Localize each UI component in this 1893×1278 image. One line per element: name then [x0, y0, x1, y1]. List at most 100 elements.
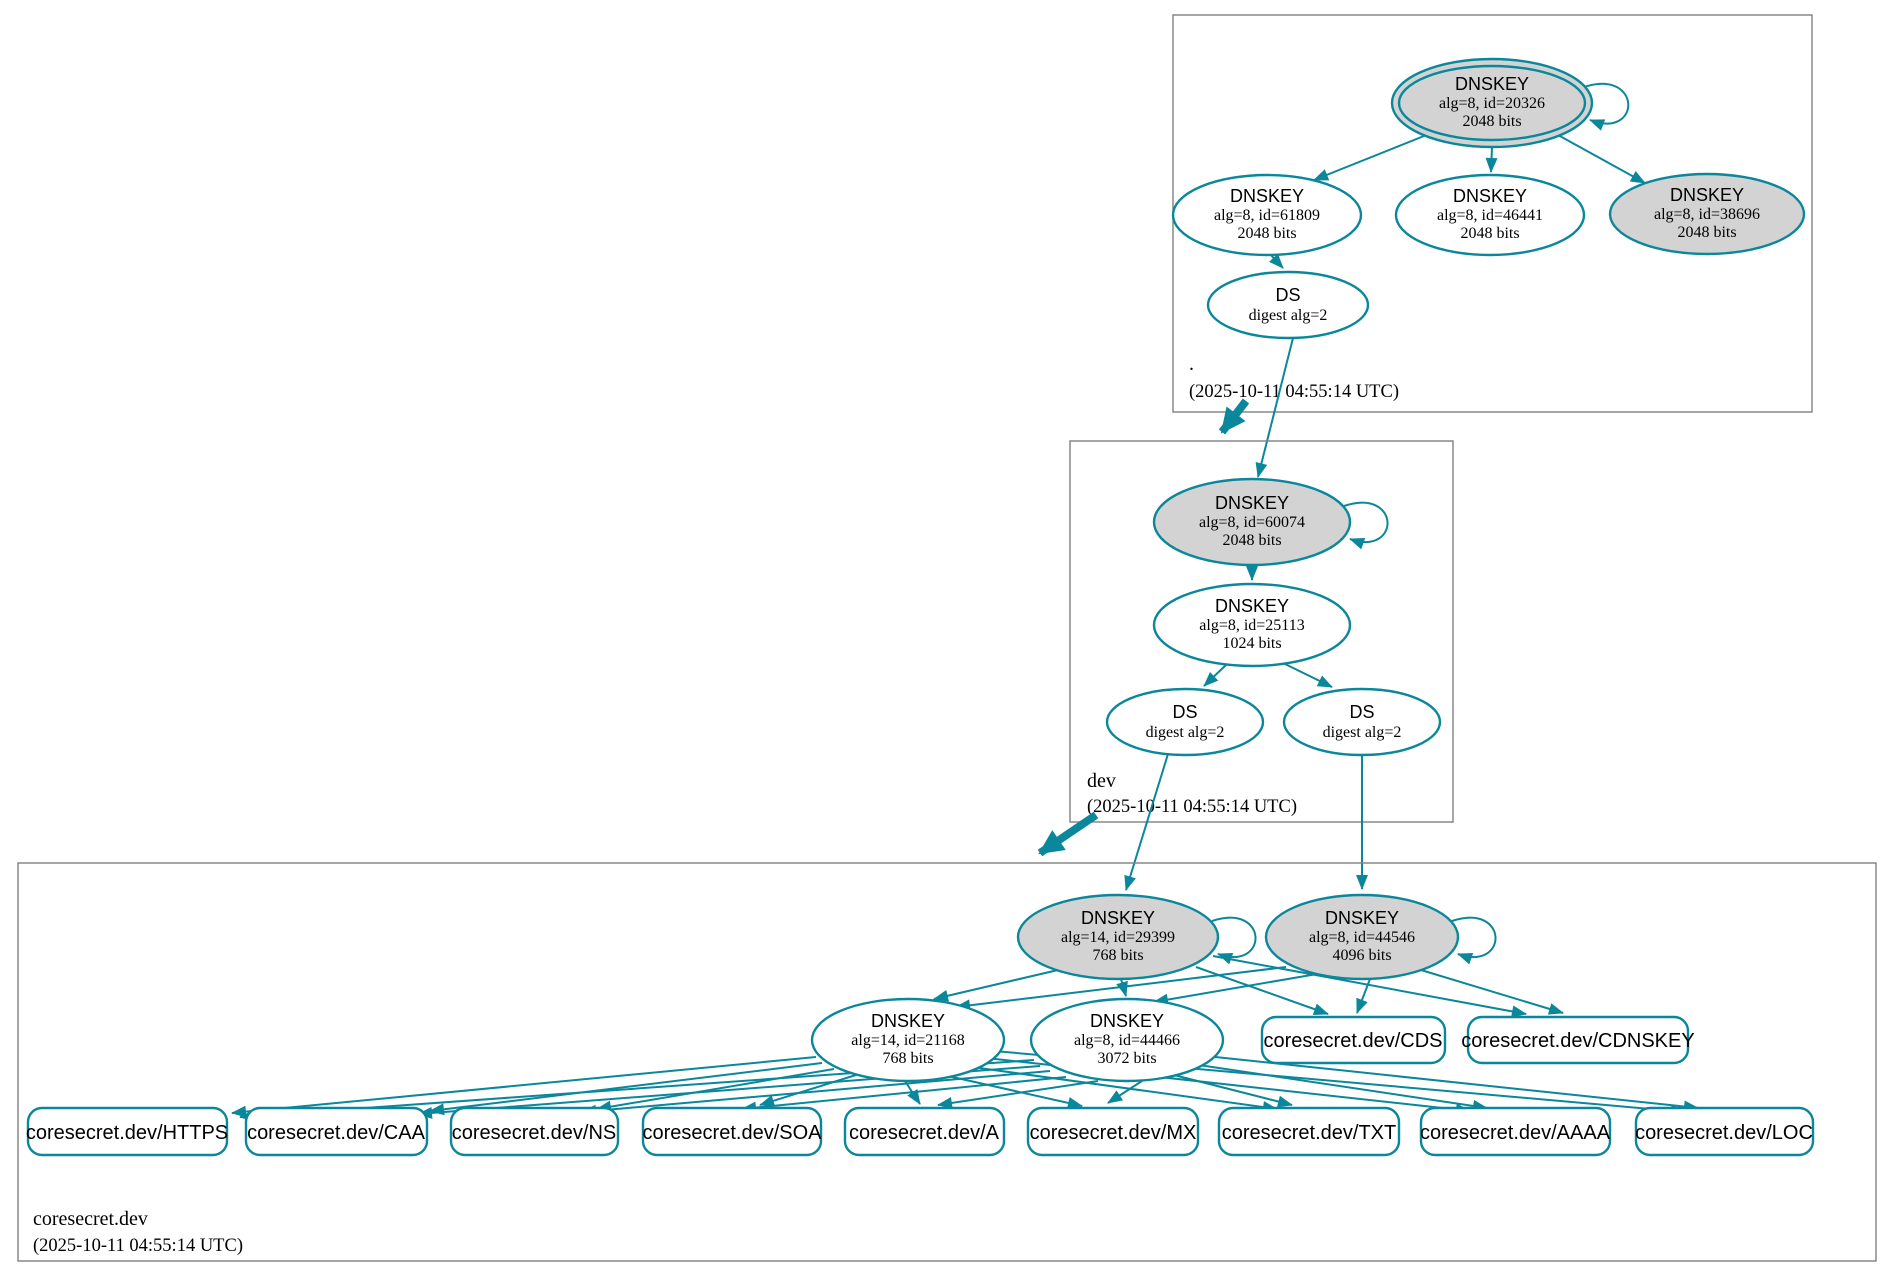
dnskey-46441-size: 2048 bits: [1460, 225, 1519, 242]
rrset-soa-label: coresecret.dev/SOA: [643, 1122, 823, 1144]
dnskey-21168-size: 768 bits: [882, 1050, 933, 1067]
rrset-node-a: coresecret.dev/A: [843, 1106, 1006, 1157]
rrset-node-ns: coresecret.dev/NS: [449, 1106, 620, 1157]
zone-dev: DNSKEY alg=8, id=60074 2048 bits DNSKEY …: [1069, 440, 1454, 823]
rrset-loc-label: coresecret.dev/LOC: [1635, 1122, 1813, 1144]
rrset-node-https: coresecret.dev/HTTPS: [26, 1106, 229, 1157]
edge-zsk44466-to-mx: [1107, 1080, 1143, 1104]
edge-root-ksk-to-ksk38696: [1557, 134, 1646, 184]
dnskey-29399-title: DNSKEY: [1081, 908, 1155, 928]
edges-root: [1269, 82, 1646, 269]
edge-ksk44546-to-zsk44466: [1153, 973, 1318, 1006]
rrset-https-box: [26, 1106, 229, 1157]
dnskey-61809-title: DNSKEY: [1230, 186, 1304, 206]
dnskey-20326-title: DNSKEY: [1455, 74, 1529, 94]
dnskey-61809-size: 2048 bits: [1237, 225, 1296, 242]
edge-zsk44466-to-loc: [1205, 1055, 1699, 1113]
dnskey-44546-detail: alg=8, id=44546: [1309, 929, 1415, 946]
dnskey-node-44466: DNSKEY alg=8, id=44466 3072 bits: [1029, 997, 1225, 1083]
zone-timestamp-dev: (2025-10-11 04:55:14 UTC): [1087, 797, 1297, 817]
dnskey-29399-size: 768 bits: [1092, 947, 1143, 964]
ds-dev-1-detail: digest alg=2: [1146, 724, 1225, 741]
dnskey-44466-size: 3072 bits: [1097, 1050, 1156, 1067]
edge-dev-zsk-to-ds2: [1282, 662, 1333, 688]
dnskey-29399-detail: alg=14, id=29399: [1061, 929, 1175, 946]
dnskey-44546-ellipse: [1264, 893, 1460, 981]
dnskey-20326-size: 2048 bits: [1462, 113, 1521, 130]
rrset-ns-box: [449, 1106, 620, 1157]
rrset-cdnskey-box: [1466, 1015, 1690, 1065]
edge-root-ksk-to-zsk46441: [1485, 146, 1498, 173]
edge-dev-ds1-to-cs-ksk29399: [1124, 753, 1169, 891]
dnskey-node-25113: DNSKEY alg=8, id=25113 1024 bits: [1152, 582, 1352, 668]
dnskey-node-60074: DNSKEY alg=8, id=60074 2048 bits: [1152, 477, 1352, 567]
dnskey-node-38696: DNSKEY alg=8, id=38696 2048 bits: [1608, 172, 1806, 256]
rrset-mx-box: [1026, 1106, 1200, 1157]
rrset-mx-label: coresecret.dev/MX: [1030, 1122, 1197, 1144]
edge-zsk44466-to-a: [937, 1080, 1099, 1109]
rrset-cds-box: [1260, 1015, 1447, 1065]
rrset-txt-box: [1217, 1106, 1401, 1157]
edge-root-ds-to-dev-ksk: [1255, 337, 1294, 478]
dnskey-44546-title: DNSKEY: [1325, 908, 1399, 928]
rrset-node-aaaa: coresecret.dev/AAAA: [1419, 1106, 1612, 1157]
zone-label-dev: dev: [1087, 770, 1116, 792]
dnskey-node-46441: DNSKEY alg=8, id=46441 2048 bits: [1394, 173, 1586, 257]
ds-dev-1-ellipse: [1105, 687, 1265, 757]
dnskey-21168-ellipse: [810, 997, 1006, 1083]
ds-root-detail: digest alg=2: [1249, 307, 1328, 324]
rrset-aaaa-box: [1419, 1106, 1612, 1157]
ds-dev-2-title: DS: [1349, 702, 1374, 722]
rrset-txt-label: coresecret.dev/TXT: [1222, 1122, 1397, 1144]
dnskey-38696-detail: alg=8, id=38696: [1654, 206, 1760, 223]
ds-node-dev-2: DS digest alg=2: [1282, 687, 1442, 757]
dnskey-44466-title: DNSKEY: [1090, 1011, 1164, 1031]
delegation-arrow-root-to-dev: [1218, 398, 1250, 435]
zone-label-root: .: [1189, 353, 1194, 375]
edge-ksk29399-to-cdnskey: [1212, 955, 1527, 1018]
dnskey-60074-ellipse: [1152, 477, 1352, 567]
rrset-node-loc: coresecret.dev/LOC: [1634, 1106, 1815, 1157]
edge-zsk21168-to-mx: [947, 1075, 1083, 1109]
dnskey-25113-detail: alg=8, id=25113: [1199, 617, 1304, 634]
dnskey-25113-size: 1024 bits: [1222, 635, 1281, 652]
dnskey-60074-detail: alg=8, id=60074: [1199, 514, 1305, 531]
rrset-cds-label: coresecret.dev/CDS: [1264, 1030, 1443, 1052]
rrset-a-label: coresecret.dev/A: [849, 1122, 1000, 1144]
edge-zsk21168-to-ns: [596, 1068, 835, 1113]
ds-root-title: DS: [1275, 285, 1300, 305]
dnskey-21168-title: DNSKEY: [871, 1011, 945, 1031]
dnskey-node-20326: DNSKEY alg=8, id=20326 2048 bits: [1390, 57, 1594, 149]
edge-cs-ksk29399-selfsign: [1211, 916, 1257, 965]
rrset-node-soa: coresecret.dev/SOA: [641, 1106, 823, 1157]
edge-zsk44466-to-aaaa: [1191, 1063, 1488, 1112]
edge-zsk21168-to-caa: [429, 1062, 823, 1116]
zone-box-dev: [1069, 440, 1454, 823]
edge-dev-zsk-to-ds1: [1203, 663, 1228, 687]
ds-node-dev-1: DS digest alg=2: [1105, 687, 1265, 757]
rrset-aaaa-label: coresecret.dev/AAAA: [1420, 1122, 1611, 1144]
edge-ksk29399-to-zsk21168: [933, 969, 1059, 1002]
rrset-soa-box: [641, 1106, 823, 1157]
zone-timestamp-root: (2025-10-11 04:55:14 UTC): [1189, 382, 1399, 402]
edge-ksk44546-to-cdnskey: [1420, 969, 1564, 1015]
ds-dev-2-detail: digest alg=2: [1323, 724, 1402, 741]
rrset-node-cdnskey: coresecret.dev/CDNSKEY: [1461, 1015, 1695, 1065]
edge-zsk44466-to-soa: [741, 1076, 1067, 1114]
rrset-node-mx: coresecret.dev/MX: [1026, 1106, 1200, 1157]
edge-zsk44466-to-txt: [1169, 1073, 1293, 1108]
dnskey-60074-title: DNSKEY: [1215, 493, 1289, 513]
dnskey-node-44546: DNSKEY alg=8, id=44546 4096 bits: [1264, 893, 1460, 981]
dnskey-node-29399: DNSKEY alg=14, id=29399 768 bits: [1016, 893, 1220, 981]
dnskey-38696-ellipse: [1608, 172, 1806, 256]
ds-dev-2-ellipse: [1282, 687, 1442, 757]
ds-node-root: DS digest alg=2: [1206, 270, 1370, 340]
dnskey-21168-detail: alg=14, id=21168: [851, 1032, 964, 1049]
dnskey-44466-detail: alg=8, id=44466: [1074, 1032, 1180, 1049]
rrset-node-caa: coresecret.dev/CAA: [244, 1106, 429, 1157]
edge-root-zsk61809-to-ds: [1269, 253, 1284, 269]
edge-zsk21168-to-soa: [759, 1074, 857, 1107]
dnskey-20326-detail: alg=8, id=20326: [1439, 95, 1545, 112]
